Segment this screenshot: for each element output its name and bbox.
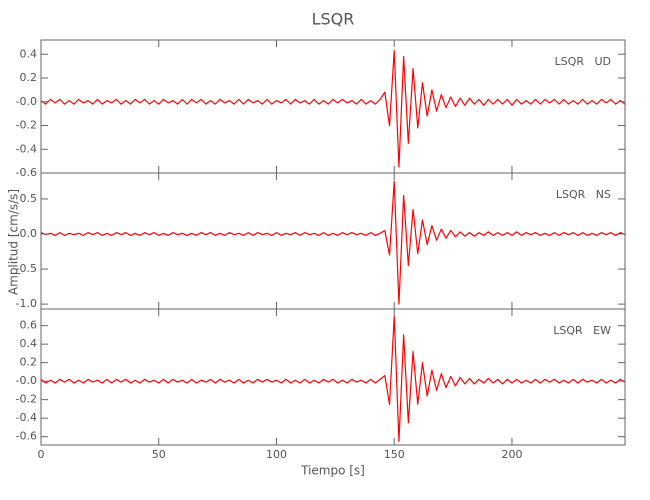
panel-frame <box>40 308 626 446</box>
x-tick-label: 150 <box>384 448 405 461</box>
x-tick-label: 100 <box>266 448 287 461</box>
x-axis-label: Tiempo [s] <box>300 464 365 478</box>
x-tick-label: 0 <box>38 448 45 461</box>
y-tick-label: 0.4 <box>20 47 38 60</box>
y-tick-label: -0.2 <box>16 119 37 132</box>
y-tick-label: -1.0 <box>16 297 37 310</box>
y-tick-label: -0.0 <box>16 95 37 108</box>
y-tick-label: 0.2 <box>20 356 38 369</box>
x-tick-label: 200 <box>501 448 522 461</box>
y-tick-label: -0.4 <box>16 142 37 155</box>
panel-label: LSQR NS <box>556 188 611 201</box>
y-tick-label: 0.4 <box>20 337 38 350</box>
y-tick-label: 0.5 <box>20 192 38 205</box>
waveform <box>40 50 626 168</box>
waveform <box>40 180 626 305</box>
y-tick-label: 0.2 <box>20 71 38 84</box>
y-tick-label: -0.0 <box>16 374 37 387</box>
panel-label: LSQR UD <box>555 55 611 68</box>
y-tick-label: -0.4 <box>16 411 37 424</box>
x-tick-label: 50 <box>152 448 166 461</box>
y-tick-label: -0.6 <box>16 166 37 179</box>
chart-title: LSQR <box>312 10 355 29</box>
y-tick-label: -0.2 <box>16 393 37 406</box>
y-tick-label: -0.5 <box>16 262 37 275</box>
y-tick-label: 0.6 <box>20 319 38 332</box>
panel-label: LSQR EW <box>553 324 611 337</box>
y-tick-label: 0.0 <box>20 227 38 240</box>
y-tick-label: -0.6 <box>16 430 37 443</box>
y-axis-label: Amplitud [cm/s/s] <box>7 189 21 295</box>
waveform <box>40 315 626 442</box>
